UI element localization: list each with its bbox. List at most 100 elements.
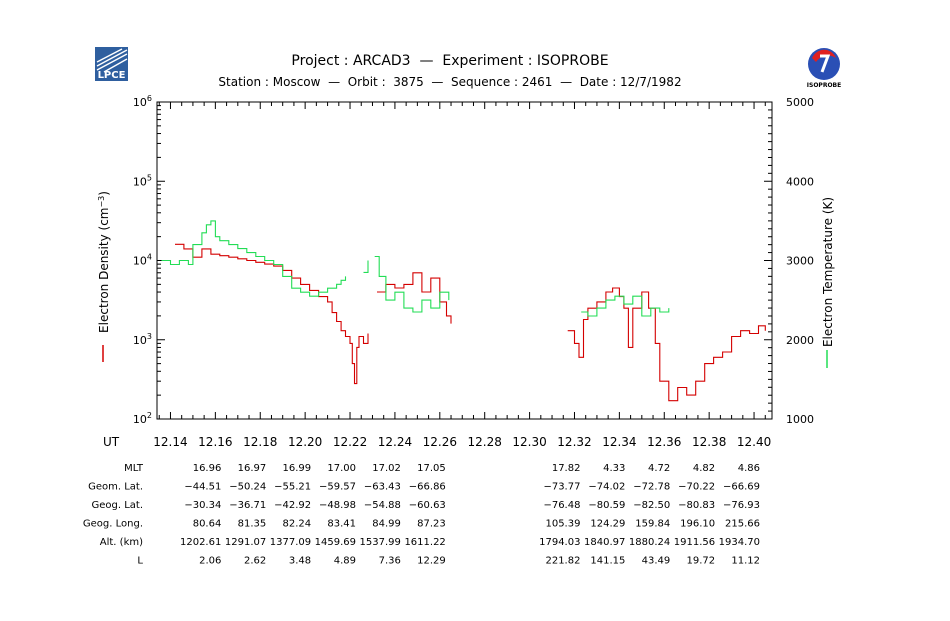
density-series-line — [377, 272, 452, 324]
table-cell: 4.82 — [693, 463, 715, 474]
table-cell: −80.83 — [678, 500, 715, 511]
x-tick-label: 12.38 — [692, 435, 726, 449]
table-cell: 12.29 — [417, 556, 446, 567]
table-cell: 4.72 — [648, 463, 670, 474]
table-cell: 43.49 — [642, 556, 671, 567]
table-cell: −42.92 — [274, 500, 311, 511]
x-tick-label: 12.22 — [333, 435, 367, 449]
table-cell: 16.97 — [238, 463, 267, 474]
lpce-logo-text: LPCE — [98, 70, 126, 81]
table-cell: 19.72 — [687, 556, 716, 567]
x-tick-label: 12.40 — [737, 435, 771, 449]
table-cell: 159.84 — [635, 519, 670, 530]
left-axis-label: Electron Density (cm−3) — [97, 191, 111, 333]
left-tick-label: 103 — [133, 332, 152, 347]
table-cell: −60.63 — [409, 500, 446, 511]
table-cell: 221.82 — [545, 556, 580, 567]
x-tick-label: 12.20 — [288, 435, 322, 449]
table-cell: 196.10 — [680, 519, 715, 530]
table-cell: 82.24 — [282, 519, 311, 530]
right-tick-label: 4000 — [786, 175, 814, 188]
left-tick-label-exponent: 3 — [147, 332, 152, 341]
table-cell: 1880.24 — [629, 537, 670, 548]
table-row-label: MLT — [124, 463, 144, 474]
table-cell: −72.78 — [633, 482, 670, 493]
chart-title: Project : ARCAD3 — Experiment : ISOPROBE — [291, 53, 608, 69]
table-cell: −66.86 — [409, 482, 446, 493]
temperature-series-line — [581, 295, 670, 317]
table-cell: −76.93 — [723, 500, 760, 511]
density-series-line — [567, 287, 766, 402]
table-cell: 17.82 — [552, 463, 581, 474]
table-cell: −80.59 — [588, 500, 625, 511]
right-tick-label: 3000 — [786, 255, 814, 268]
table-cell: −59.57 — [319, 482, 356, 493]
left-tick-label: 102 — [133, 411, 152, 426]
lpce-logo-stripes — [96, 48, 128, 73]
table-cell: 81.35 — [238, 519, 267, 530]
x-tick-label: 12.28 — [468, 435, 502, 449]
isoprobe-logo: ISOPROBE — [807, 48, 841, 89]
right-axis-ticks: 1000 2000 3000 4000 5000 — [764, 96, 814, 426]
x-axis-ticks: 12.14 12.16 12.18 12.20 12.22 12.24 12.26 12.28… — [153, 102, 771, 449]
table-cell: −76.48 — [543, 500, 580, 511]
table-row-label: L — [137, 556, 143, 567]
table-cell: −66.69 — [723, 482, 760, 493]
table-cell: 2.62 — [244, 556, 266, 567]
left-tick-label-exponent: 2 — [147, 411, 152, 420]
table-cell: 1934.70 — [719, 537, 760, 548]
table-cell: −48.98 — [319, 500, 356, 511]
left-tick-label: 104 — [133, 253, 152, 268]
table-cell: −82.50 — [633, 500, 670, 511]
table-cell: 1202.61 — [180, 537, 221, 548]
table-cell: −54.88 — [364, 500, 401, 511]
series-layer — [161, 220, 766, 402]
table-cell: −30.34 — [184, 500, 221, 511]
x-tick-label: 12.16 — [198, 435, 232, 449]
table-cell: 215.66 — [725, 519, 760, 530]
orbit-info-table: MLT 16.96 16.97 16.99 17.00 17.02 17.05 17.82 4.… — [83, 463, 760, 567]
table-cell: 17.05 — [417, 463, 446, 474]
table-cell: 4.89 — [334, 556, 356, 567]
density-series-line — [175, 243, 369, 385]
table-cell: 4.86 — [738, 463, 760, 474]
table-row-label: Geog. Long. — [83, 519, 143, 530]
table-row-label: Geom. Lat. — [88, 482, 143, 493]
table-cell: 11.12 — [731, 556, 760, 567]
table-cell: 16.99 — [282, 463, 311, 474]
table-cell: 1611.22 — [404, 537, 445, 548]
table-row-label: Alt. (km) — [100, 537, 143, 548]
left-tick-label: 105 — [133, 173, 152, 188]
left-tick-label-base: 10 — [133, 96, 147, 109]
right-tick-label: 5000 — [786, 96, 814, 109]
table-cell: 83.41 — [327, 519, 356, 530]
table-cell: −44.51 — [184, 482, 221, 493]
right-tick-label: 2000 — [786, 334, 814, 347]
left-tick-label-exponent: 6 — [147, 94, 152, 103]
x-tick-label: 12.30 — [512, 435, 546, 449]
table-row-label: Geog. Lat. — [91, 500, 143, 511]
table-cell: 16.96 — [193, 463, 222, 474]
table-cell: 3.48 — [289, 556, 311, 567]
left-tick-label-base: 10 — [133, 255, 147, 268]
table-cell: 1794.03 — [539, 537, 580, 548]
x-tick-label: 12.36 — [647, 435, 681, 449]
isoprobe-logo-text: ISOPROBE — [807, 82, 841, 89]
left-axis-label-end: ) — [97, 191, 111, 196]
left-axis-label-superscript: −3 — [97, 196, 106, 208]
x-tick-label: 12.34 — [602, 435, 636, 449]
x-tick-label: 12.14 — [153, 435, 187, 449]
table-cell: 80.64 — [193, 519, 222, 530]
table-cell: 1911.56 — [674, 537, 715, 548]
left-axis-label-main: Electron Density (cm — [97, 208, 111, 333]
table-cell: −50.24 — [229, 482, 266, 493]
temperature-series-line — [374, 255, 450, 313]
table-cell: −63.43 — [364, 482, 401, 493]
left-tick-label: 106 — [133, 94, 152, 109]
table-cell: 7.36 — [379, 556, 401, 567]
table-cell: 141.15 — [590, 556, 625, 567]
right-axis-label: Electron Temperature (K) — [821, 197, 835, 347]
table-cell: −70.22 — [678, 482, 715, 493]
left-tick-label-base: 10 — [133, 413, 147, 426]
